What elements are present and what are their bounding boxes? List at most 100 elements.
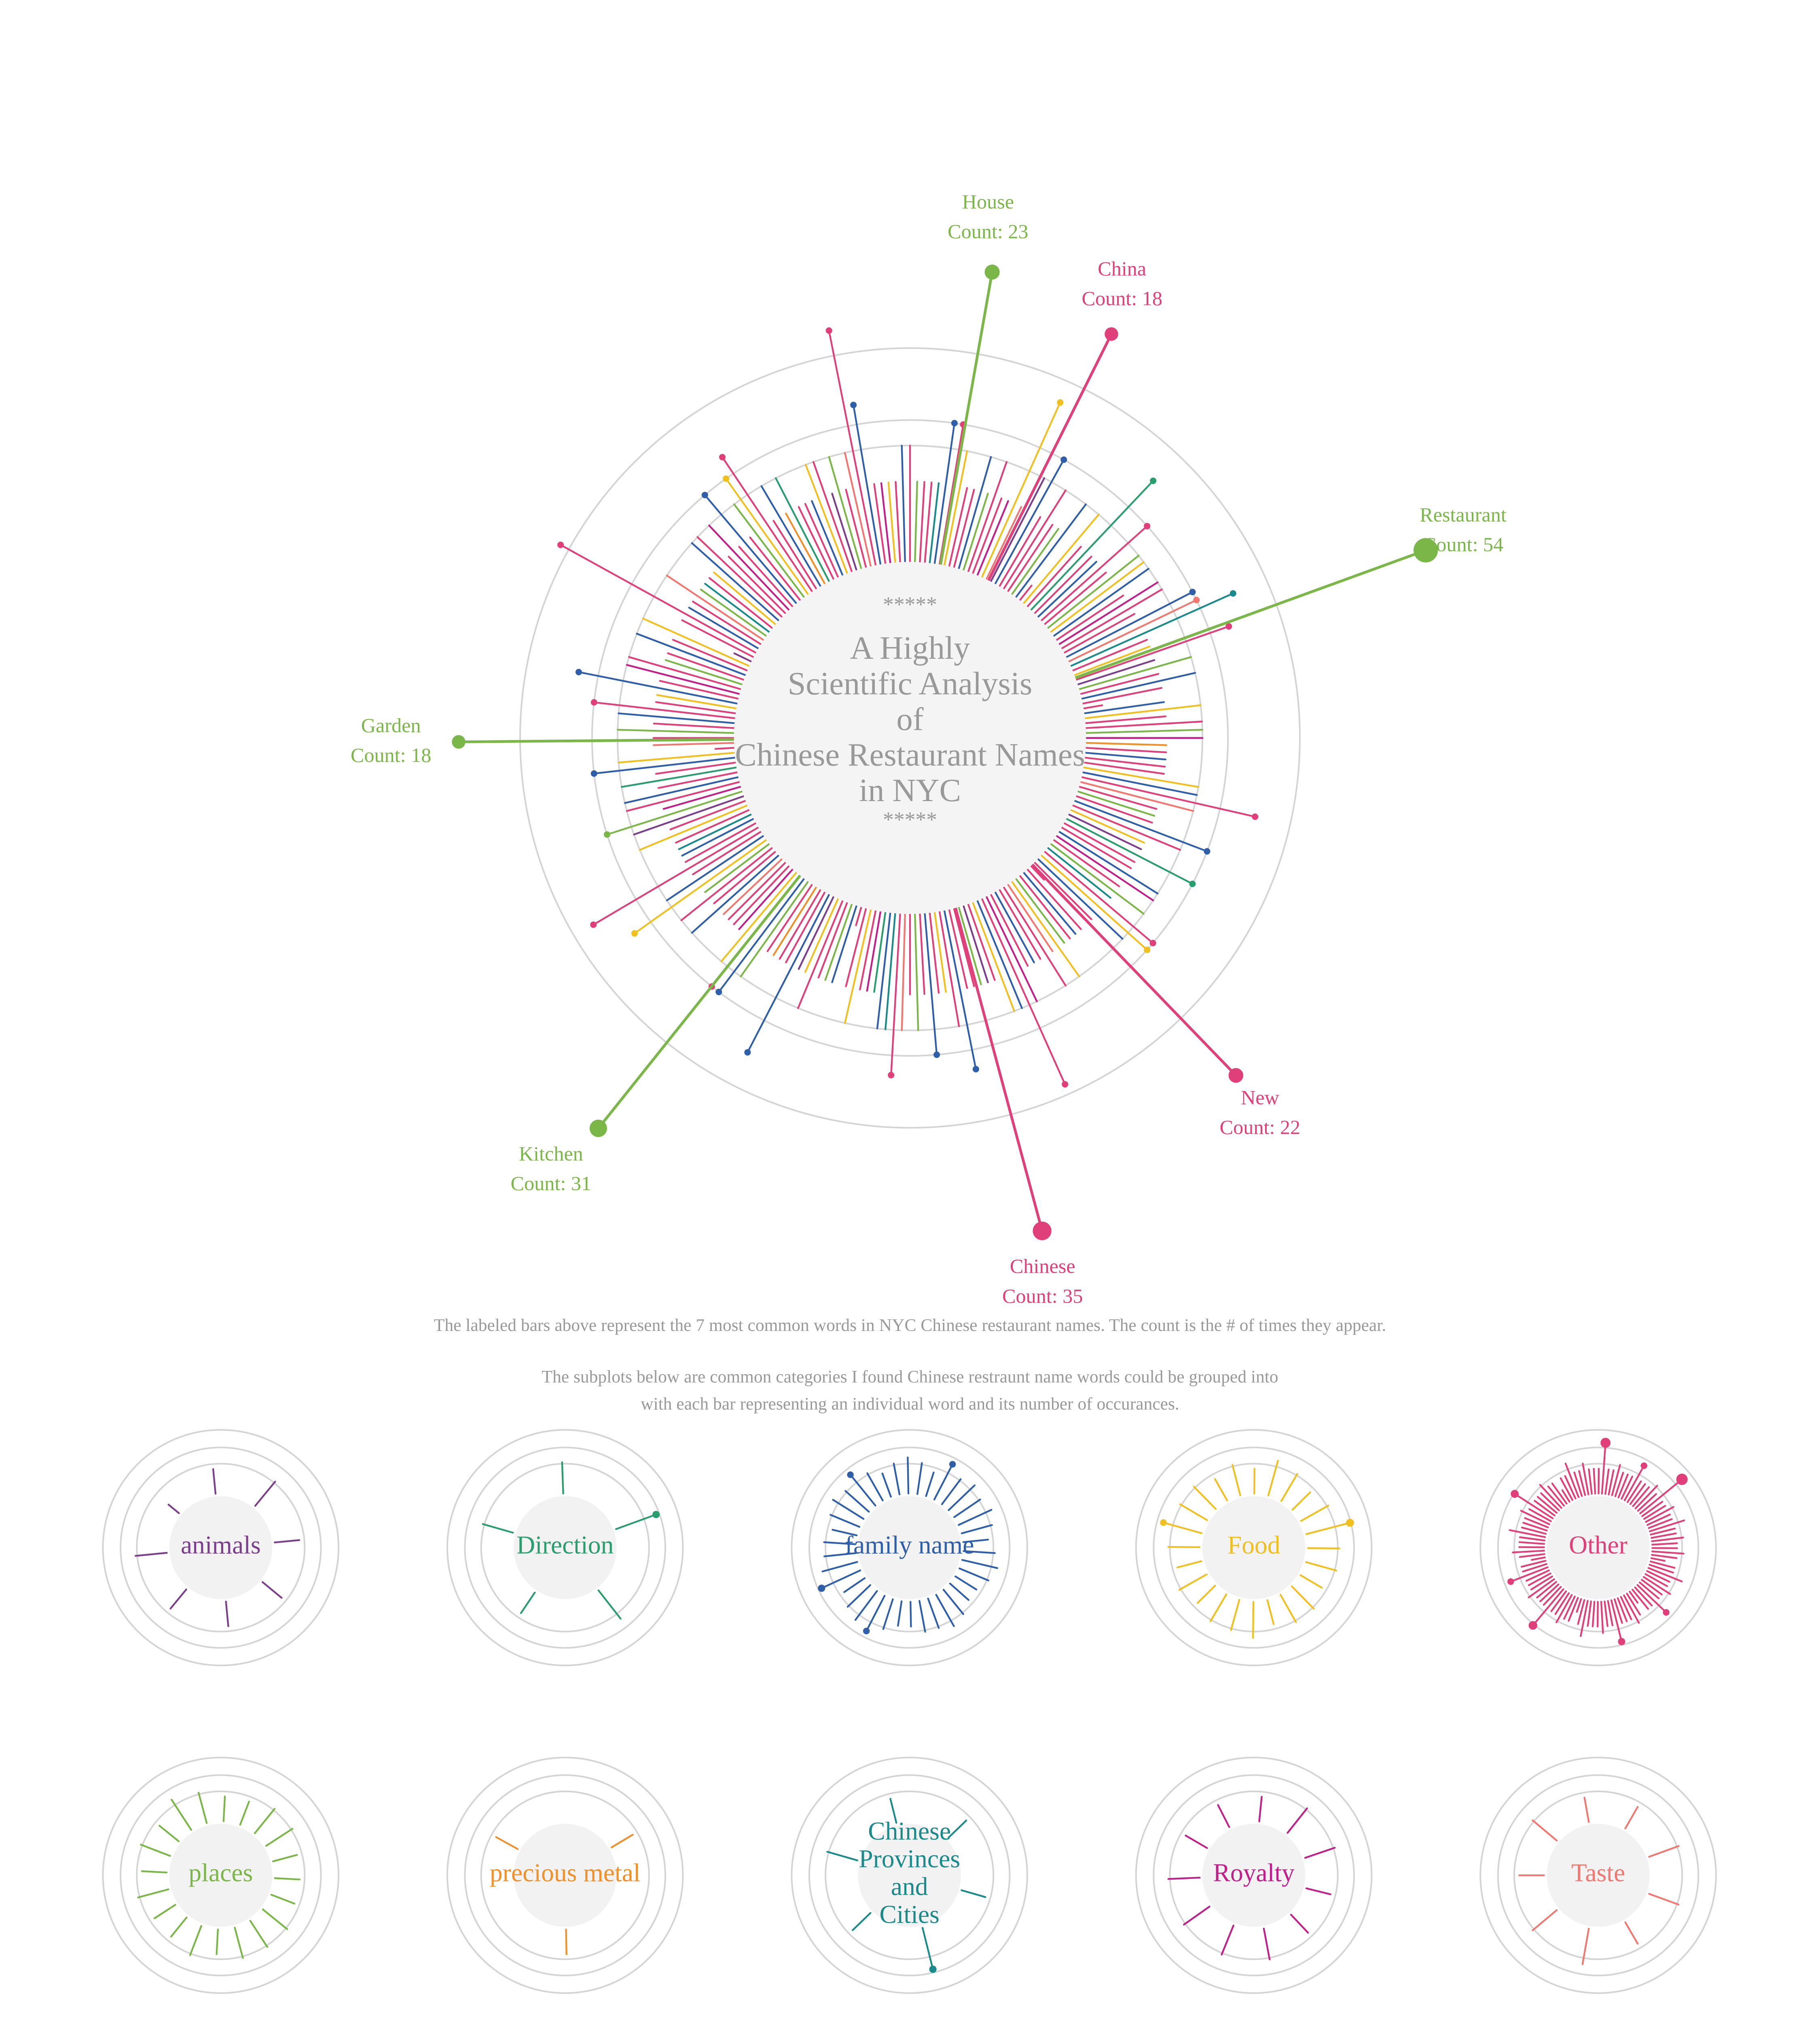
bar [1019,584,1033,601]
bar [985,506,1022,580]
bar [618,752,736,764]
bar [981,401,1061,578]
bar [457,738,736,743]
bar [1073,645,1151,676]
bar [1055,594,1124,641]
bar [624,776,739,804]
subplot-title: family name [845,1531,974,1559]
bar [972,497,1003,575]
bar [949,1582,970,1601]
bar [1519,1536,1545,1542]
bar [953,1498,981,1518]
bar [1547,1485,1565,1507]
bar [1230,1599,1240,1631]
bar [1022,871,1077,935]
bar [1037,560,1097,618]
bar [1530,1557,1546,1561]
bar [895,481,901,563]
bar [628,656,742,690]
bar [1050,843,1145,915]
bar-dot [1346,1519,1354,1527]
bar-dot [949,1461,956,1468]
bar [866,1472,884,1502]
subplot: Other [1479,1429,1717,1667]
bar [797,899,844,1009]
bar-dot [1640,1462,1647,1469]
bar [1524,1517,1549,1529]
bar [1528,1578,1555,1599]
bar [1060,588,1163,649]
bar [1591,1601,1596,1627]
bar [1279,1594,1297,1623]
bar [967,903,996,981]
annotation-word: New [1241,1086,1280,1108]
bar [963,905,989,984]
bar [1081,687,1163,705]
bar [817,901,848,979]
bar [1642,1576,1671,1595]
bar [1607,1600,1613,1626]
bar [1648,1518,1673,1529]
bar [1063,613,1136,654]
bar [1573,1471,1583,1497]
bar [785,891,826,963]
bar [662,786,742,810]
bar [1304,1846,1336,1859]
bar [1624,1806,1639,1830]
bar [170,1916,188,1938]
subplot: places [102,1756,340,1994]
subplot-disc [1202,1496,1306,1599]
bar [994,891,1035,963]
bar [914,480,918,563]
frame-ring [136,1790,306,1960]
annotation-word: Garden [361,714,421,736]
bar [1651,1542,1678,1546]
bar [653,723,735,729]
bar [723,858,783,915]
bar [1196,1584,1216,1604]
bar [1070,809,1145,844]
bar [1267,1459,1279,1497]
bar [942,1588,964,1615]
bar [704,843,770,893]
bar [655,701,737,715]
bar [1047,554,1140,629]
bar [1047,846,1111,899]
bar [1067,813,1142,850]
bar-dot [1149,939,1156,947]
bar [597,874,802,1130]
bar [189,1925,202,1956]
bar [876,912,891,1030]
bar [844,1490,870,1513]
frame-ring [1153,1774,1355,1977]
bar [882,1598,894,1630]
bar [963,1550,996,1554]
bar [740,880,809,977]
bar [1263,1927,1271,1961]
bar [1639,1478,1683,1514]
chart-title: A Highly [850,630,970,666]
bar-dot [631,930,638,937]
bar [804,897,839,973]
bar [249,1920,269,1948]
bar [1071,804,1181,851]
bar-dot [575,668,582,675]
bar [1084,757,1166,768]
ornament: ***** [883,592,937,616]
bar [939,271,994,566]
bar [925,1471,935,1497]
bar [798,895,835,970]
bar [831,905,857,984]
bar-dot [1193,596,1200,603]
bar [272,1854,298,1862]
annotation-count: Count: 35 [1002,1284,1083,1307]
bar [981,897,1066,1085]
bar-dot [1060,456,1067,463]
chart-title: Chinese Restaurant Names [735,737,1085,773]
bar [843,1577,866,1593]
bar-dot [1225,623,1232,630]
bar [1043,850,1154,944]
annotation-count: Count: 23 [948,220,1029,243]
bar [212,1468,217,1495]
